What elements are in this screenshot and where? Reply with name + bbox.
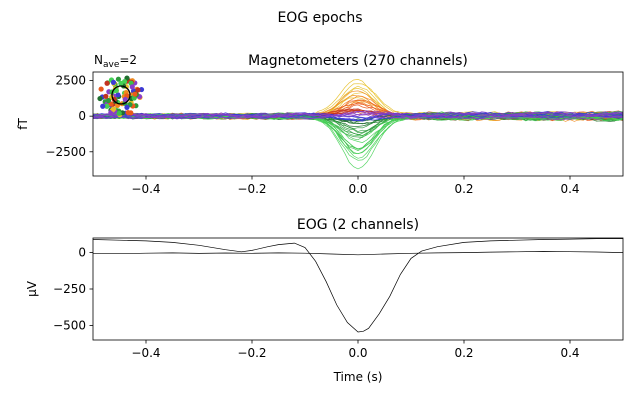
eog-ticks: −0.4 −0.2 0.0 0.2 0.4 0 −250 −500 — [53, 246, 580, 360]
eog-xtick-label: 0.2 — [454, 346, 473, 360]
head-outline — [111, 85, 131, 105]
eog-plot — [92, 238, 624, 333]
eog-trace-1 — [92, 238, 623, 333]
magnetometers-ticks: −0.4 −0.2 0.0 0.2 0.4 2500 0 −2500 — [45, 74, 579, 196]
magnetometers-axes: Magnetometers (270 channels) Nave=2 −0.4… — [16, 53, 624, 196]
sensor-dot — [132, 91, 138, 97]
magnetometers-title: Magnetometers (270 channels) — [248, 53, 468, 69]
mag-xtick-label: 0.0 — [348, 182, 367, 196]
nave-subscript: ave — [103, 60, 120, 70]
sensor-dot — [118, 80, 124, 86]
sensor-dot — [104, 80, 110, 86]
sensor-dot — [115, 76, 122, 82]
magnetometers-ylabel: fT — [16, 118, 30, 130]
eog-frame — [92, 237, 624, 341]
magnetometers-plot — [93, 79, 623, 170]
magnetometer-trace — [93, 113, 623, 161]
magnetometer-trace — [93, 113, 623, 121]
mag-ytick-label: −2500 — [45, 145, 86, 159]
nave-prefix: N — [94, 53, 103, 67]
figure-title: EOG epochs — [277, 10, 362, 26]
eog-trace-2 — [92, 251, 624, 256]
eog-xtick-label: 0.4 — [560, 346, 579, 360]
magnetometer-trace — [93, 113, 623, 170]
eog-axes: EOG (2 channels) −0.4 −0.2 0.0 0.2 0.40−250−… — [25, 217, 624, 384]
mag-ytick-label: 0 — [78, 109, 86, 123]
sensor-location-inset — [97, 75, 145, 118]
mag-xtick-label: −0.2 — [237, 182, 266, 196]
nave-label: Nave=2 — [94, 53, 137, 70]
eog-ytick-label: −500 — [53, 318, 86, 332]
eog-xtick-label: 0.0 — [348, 346, 367, 360]
eog-xtick-label: −0.4 — [131, 346, 160, 360]
sensor-dot — [98, 86, 104, 92]
sensor-dot — [97, 95, 103, 102]
sensor-dot — [129, 84, 135, 90]
sensor-dot — [104, 103, 110, 109]
mag-ytick-label: 2500 — [55, 74, 86, 88]
sensor-dot — [124, 104, 130, 110]
magnetometer-trace — [93, 111, 623, 121]
sensor-dot — [115, 92, 121, 98]
eog-ylabel: µV — [25, 280, 39, 297]
sensor-dot — [122, 96, 128, 103]
magnetometer-trace — [93, 110, 623, 119]
mag-xtick-label: 0.2 — [454, 182, 473, 196]
mag-xtick-label: 0.4 — [560, 182, 579, 196]
sensor-dot — [110, 79, 117, 85]
sensor-dot — [125, 109, 131, 116]
sensor-dot — [103, 93, 109, 99]
sensor-dot — [100, 103, 106, 109]
eog-ytick-label: 0 — [78, 246, 86, 260]
sensor-dot — [135, 87, 141, 93]
eog-ytick-label: −250 — [53, 282, 86, 296]
eog-xtick-label: −0.2 — [237, 346, 266, 360]
eog-xlabel: Time (s) — [333, 370, 383, 384]
mag-xtick-label: −0.4 — [131, 182, 160, 196]
eog-title: EOG (2 channels) — [297, 217, 419, 233]
sensor-dot — [105, 97, 112, 104]
sensor-dot — [110, 106, 117, 112]
nave-suffix: =2 — [119, 53, 137, 67]
sensor-dot — [116, 110, 122, 116]
